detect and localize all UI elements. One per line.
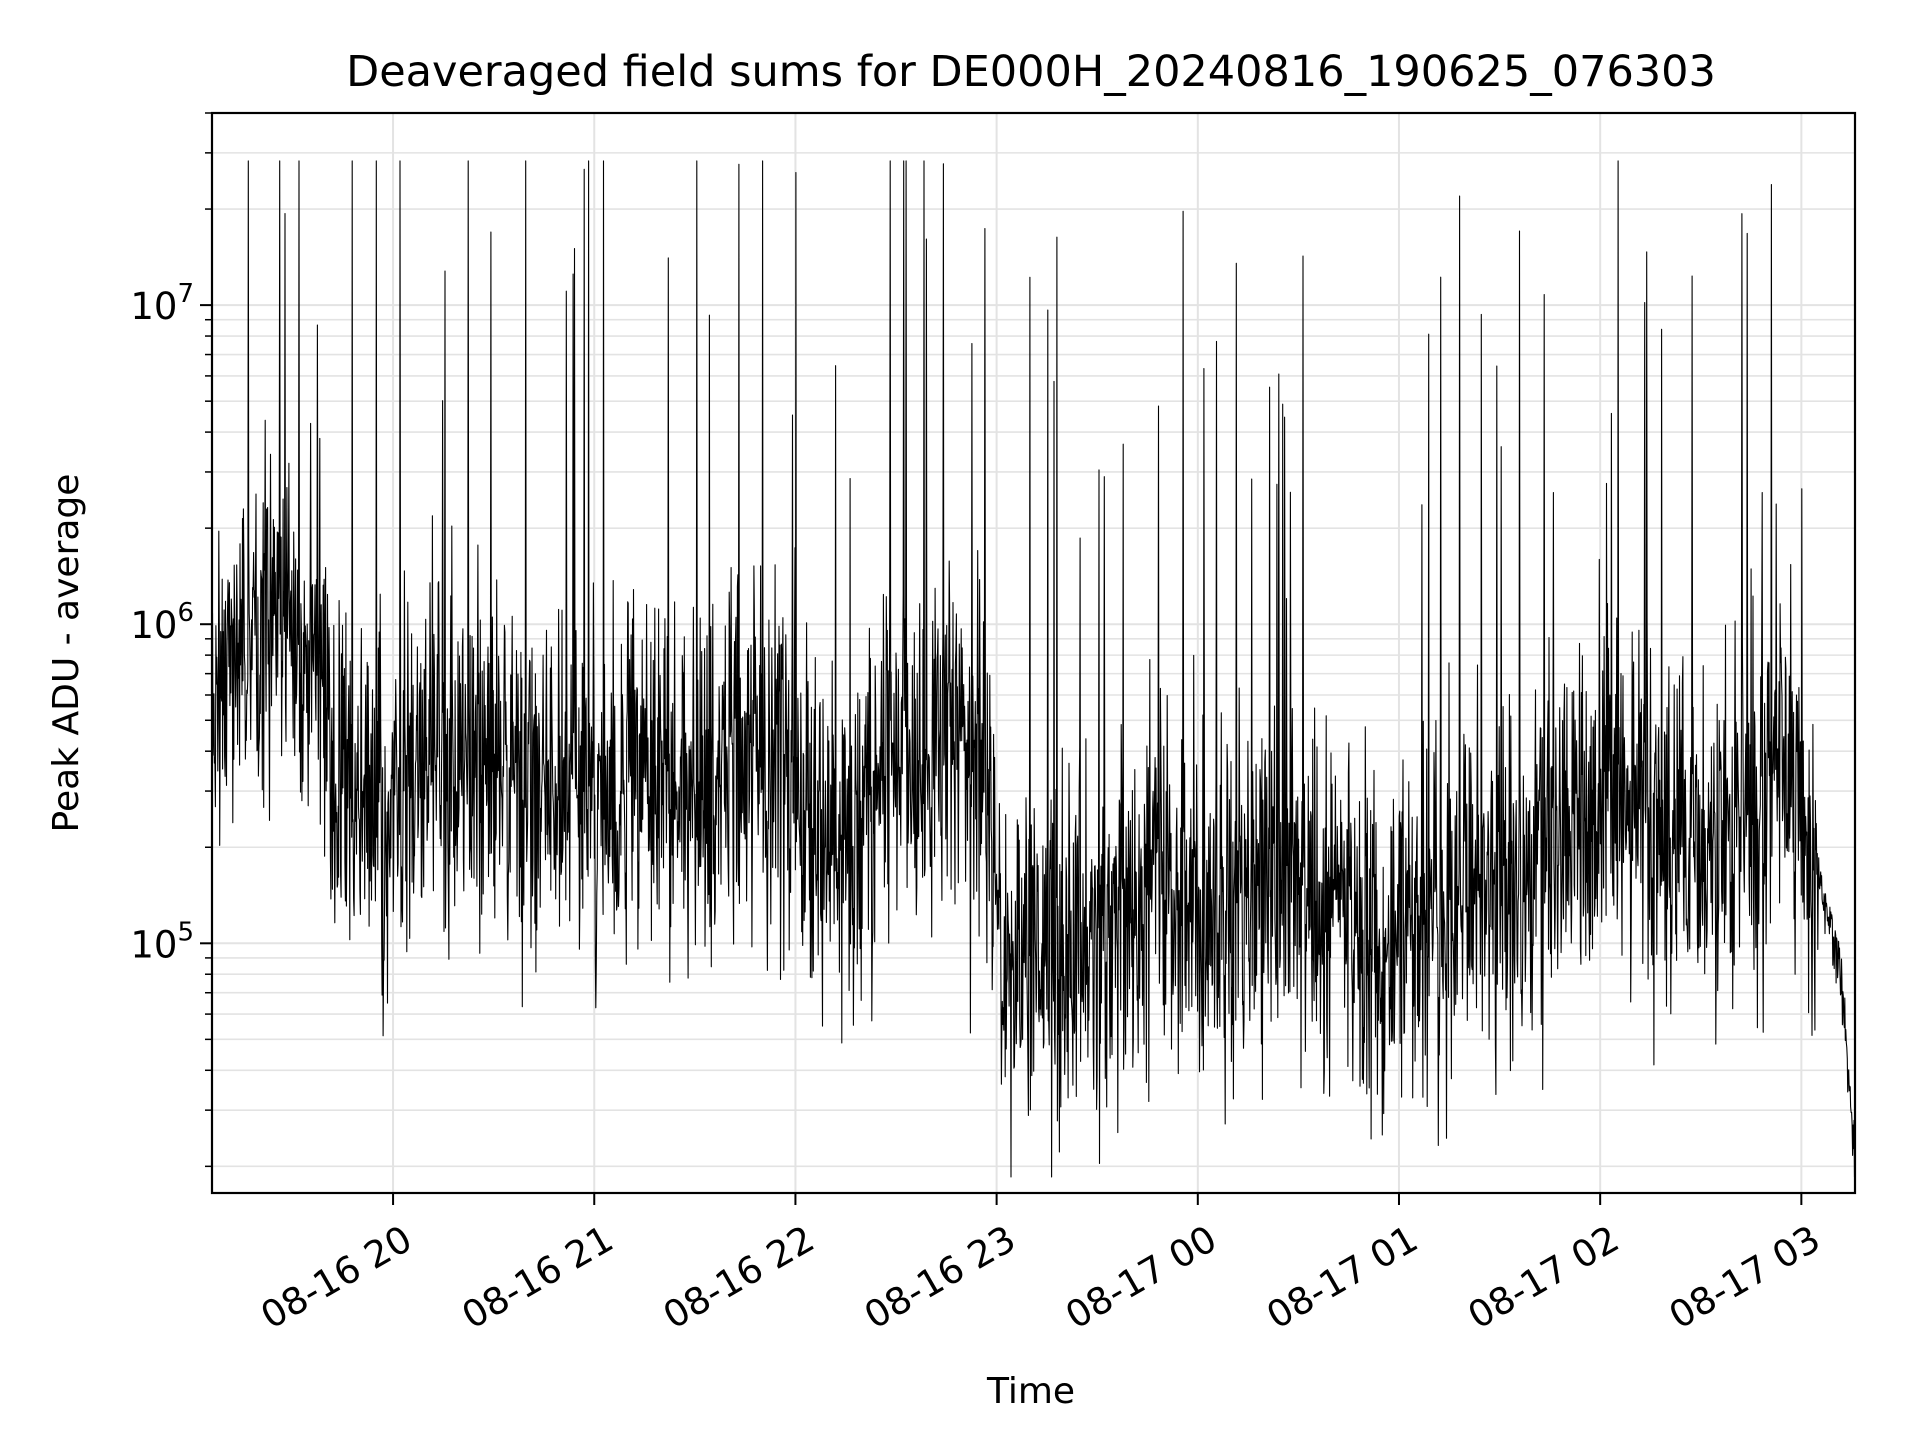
y-tick-label: 106 [130, 598, 194, 647]
y-axis-label: Peak ADU - average [46, 474, 87, 833]
y-tick-label: 105 [130, 917, 194, 966]
series-line [211, 160, 1856, 1178]
plot-area [210, 111, 1857, 1195]
y-axis-ticks: 105 106 107 [130, 112, 212, 1168]
y-tick-label: 107 [130, 279, 194, 328]
x-axis-label: Time [986, 1371, 1075, 1412]
chart-title: Deaveraged field sums for DE000H_2024081… [346, 47, 1716, 97]
series-group [211, 160, 1856, 1178]
